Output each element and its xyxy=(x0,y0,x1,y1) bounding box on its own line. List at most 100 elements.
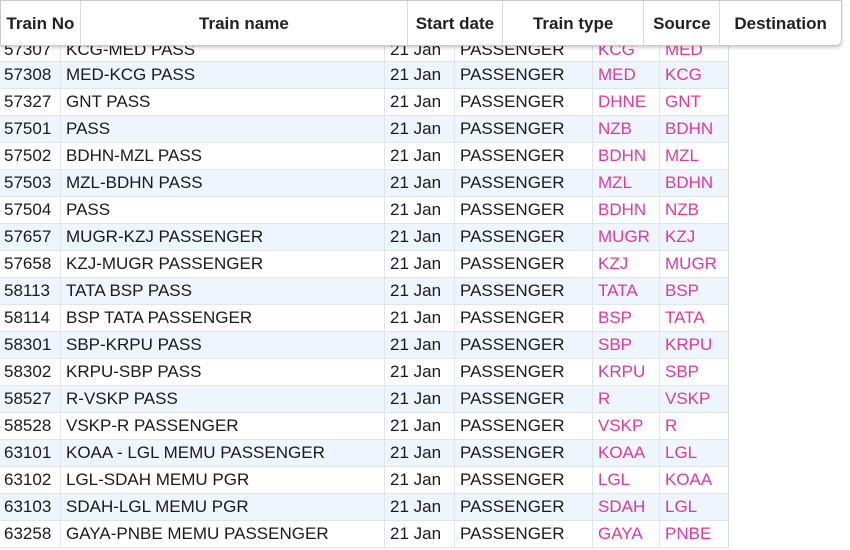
train-name-cell: BDHN-MZL PASS xyxy=(61,143,385,169)
start-date-cell: 21 Jan xyxy=(385,440,455,466)
train-type-cell: PASSENGER xyxy=(455,467,593,493)
header-source[interactable]: Source xyxy=(644,1,721,45)
destination-station-link[interactable]: TATA xyxy=(665,308,705,327)
header-train-no[interactable]: Train No xyxy=(1,1,81,45)
source-station-link[interactable]: KOAA xyxy=(593,440,660,466)
train-no-cell: 57658 xyxy=(0,251,61,277)
table-row[interactable]: 57658 KZJ-MUGR PASSENGER 21 Jan PASSENGER KZ… xyxy=(0,251,728,278)
source-station-link[interactable]: KZJ xyxy=(593,251,660,277)
start-date-cell: 21 Jan xyxy=(385,386,455,412)
table-row[interactable]: 63103 SDAH-LGL MEMU PGR 21 Jan PASSENGER SDA… xyxy=(0,494,728,521)
destination-station-link[interactable]: NZB xyxy=(665,200,699,219)
source-station-link[interactable]: SDAH xyxy=(593,494,660,520)
train-no-cell: 57504 xyxy=(0,197,61,223)
train-no-cell: 63102 xyxy=(0,467,61,493)
destination-station-link[interactable]: R xyxy=(665,416,678,435)
table-row[interactable]: 57327 GNT PASS 21 Jan PASSENGER DHNE GNT xyxy=(0,89,728,116)
start-date-cell: 21 Jan xyxy=(385,521,455,547)
destination-station-link[interactable]: VSKP xyxy=(665,389,711,408)
table-row[interactable]: 57504 PASS 21 Jan PASSENGER BDHN NZB xyxy=(0,197,728,224)
header-train-type[interactable]: Train type xyxy=(503,1,645,45)
destination-station-link[interactable]: GNT xyxy=(665,92,701,111)
source-station-link[interactable]: VSKP xyxy=(593,413,660,439)
train-name-cell: VSKP-R PASSENGER xyxy=(61,413,385,439)
destination-station-link[interactable]: PNBE xyxy=(665,524,712,543)
start-date-cell: 21 Jan xyxy=(385,332,455,358)
start-date-cell: 21 Jan xyxy=(385,89,455,115)
table-row[interactable]: 58528 VSKP-R PASSENGER 21 Jan PASSENGER VSKP… xyxy=(0,413,728,440)
source-station-link[interactable]: TATA xyxy=(593,278,660,304)
source-station-link[interactable]: DHNE xyxy=(593,89,660,115)
train-type-cell: PASSENGER xyxy=(455,278,593,304)
table-row[interactable]: 57657 MUGR-KZJ PASSENGER 21 Jan PASSENGER MU… xyxy=(0,224,728,251)
source-station-link[interactable]: LGL xyxy=(593,467,660,493)
destination-station-link[interactable]: SBP xyxy=(665,362,700,381)
start-date-cell: 21 Jan xyxy=(385,62,455,88)
train-no-cell: 58302 xyxy=(0,359,61,385)
destination-station-link[interactable]: BSP xyxy=(665,281,700,300)
train-name-cell: MUGR-KZJ PASSENGER xyxy=(61,224,385,250)
train-type-cell: PASSENGER xyxy=(455,89,593,115)
train-type-cell: PASSENGER xyxy=(455,386,593,412)
source-station-link[interactable]: NZB xyxy=(593,116,660,142)
train-no-cell: 58528 xyxy=(0,413,61,439)
train-type-cell: PASSENGER xyxy=(455,359,593,385)
destination-station-link[interactable]: KOAA xyxy=(665,470,713,489)
source-station-link[interactable]: KRPU xyxy=(593,359,660,385)
destination-station-link[interactable]: BDHN xyxy=(665,173,714,192)
train-type-cell: PASSENGER xyxy=(455,224,593,250)
destination-station-link[interactable]: KZJ xyxy=(665,227,696,246)
table-row[interactable]: 57502 BDHN-MZL PASS 21 Jan PASSENGER BDHN MZL xyxy=(0,143,728,170)
train-no-cell: 58113 xyxy=(0,278,61,304)
train-no-cell: 63101 xyxy=(0,440,61,466)
header-train-name[interactable]: Train name xyxy=(81,1,409,45)
destination-station-link[interactable]: MZL xyxy=(665,146,699,165)
table-row[interactable]: 63102 LGL-SDAH MEMU PGR 21 Jan PASSENGER LGL… xyxy=(0,467,728,494)
train-type-cell: PASSENGER xyxy=(455,251,593,277)
train-type-cell: PASSENGER xyxy=(455,305,593,331)
source-station-link[interactable]: MZL xyxy=(593,170,660,196)
table-row[interactable]: 58113 TATA BSP PASS 21 Jan PASSENGER TATA BSP xyxy=(0,278,728,305)
source-station-link[interactable]: BDHN xyxy=(593,143,660,169)
source-station-link[interactable]: SBP xyxy=(593,332,660,358)
start-date-cell: 21 Jan xyxy=(385,305,455,331)
train-name-cell: BSP TATA PASSENGER xyxy=(61,305,385,331)
table-header: Train No Train name Start date Train typ… xyxy=(0,0,842,46)
header-start-date[interactable]: Start date xyxy=(408,1,503,45)
train-name-cell: MZL-BDHN PASS xyxy=(61,170,385,196)
destination-station-link[interactable]: KCG xyxy=(665,65,702,84)
table-row[interactable]: 58527 R-VSKP PASS 21 Jan PASSENGER R VSKP xyxy=(0,386,728,413)
train-type-cell: PASSENGER xyxy=(455,170,593,196)
table-row[interactable]: 63101 KOAA - LGL MEMU PASSENGER 21 Jan PASS… xyxy=(0,440,728,467)
train-name-cell: PASS xyxy=(61,197,385,223)
train-type-cell: PASSENGER xyxy=(455,62,593,88)
train-name-cell: GNT PASS xyxy=(61,89,385,115)
train-name-cell: SBP-KRPU PASS xyxy=(61,332,385,358)
table-row[interactable]: 63258 GAYA-PNBE MEMU PASSENGER 21 Jan PASSE… xyxy=(0,521,728,548)
start-date-cell: 21 Jan xyxy=(385,413,455,439)
table-row[interactable]: 57501 PASS 21 Jan PASSENGER NZB BDHN xyxy=(0,116,728,143)
table-row[interactable]: 58301 SBP-KRPU PASS 21 Jan PASSENGER SBP KRPU xyxy=(0,332,728,359)
destination-station-link[interactable]: KRPU xyxy=(665,335,713,354)
destination-station-link[interactable]: MUGR xyxy=(665,254,717,273)
table-row[interactable]: 57308 MED-KCG PASS 21 Jan PASSENGER MED KCG xyxy=(0,62,728,89)
train-type-cell: PASSENGER xyxy=(455,332,593,358)
source-station-link[interactable]: BDHN xyxy=(593,197,660,223)
start-date-cell: 21 Jan xyxy=(385,278,455,304)
source-station-link[interactable]: MED xyxy=(593,62,660,88)
destination-station-link[interactable]: LGL xyxy=(665,443,698,462)
table-row[interactable]: 58302 KRPU-SBP PASS 21 Jan PASSENGER KRPU SBP xyxy=(0,359,728,386)
table-body: 57307 KCG-MED PASS 21 Jan PASSENGER KCG MED 57… xyxy=(0,36,729,548)
start-date-cell: 21 Jan xyxy=(385,494,455,520)
destination-station-link[interactable]: BDHN xyxy=(665,119,714,138)
source-station-link[interactable]: GAYA xyxy=(593,521,660,547)
header-destination[interactable]: Destination xyxy=(734,13,827,33)
source-station-link[interactable]: R xyxy=(593,386,660,412)
table-row[interactable]: 58114 BSP TATA PASSENGER 21 Jan PASSENGER BS… xyxy=(0,305,728,332)
source-station-link[interactable]: MUGR xyxy=(593,224,660,250)
train-name-cell: KZJ-MUGR PASSENGER xyxy=(61,251,385,277)
destination-station-link[interactable]: LGL xyxy=(665,497,698,516)
table-row[interactable]: 57503 MZL-BDHN PASS 21 Jan PASSENGER MZL BDHN xyxy=(0,170,728,197)
source-station-link[interactable]: BSP xyxy=(593,305,660,331)
train-name-cell: TATA BSP PASS xyxy=(61,278,385,304)
